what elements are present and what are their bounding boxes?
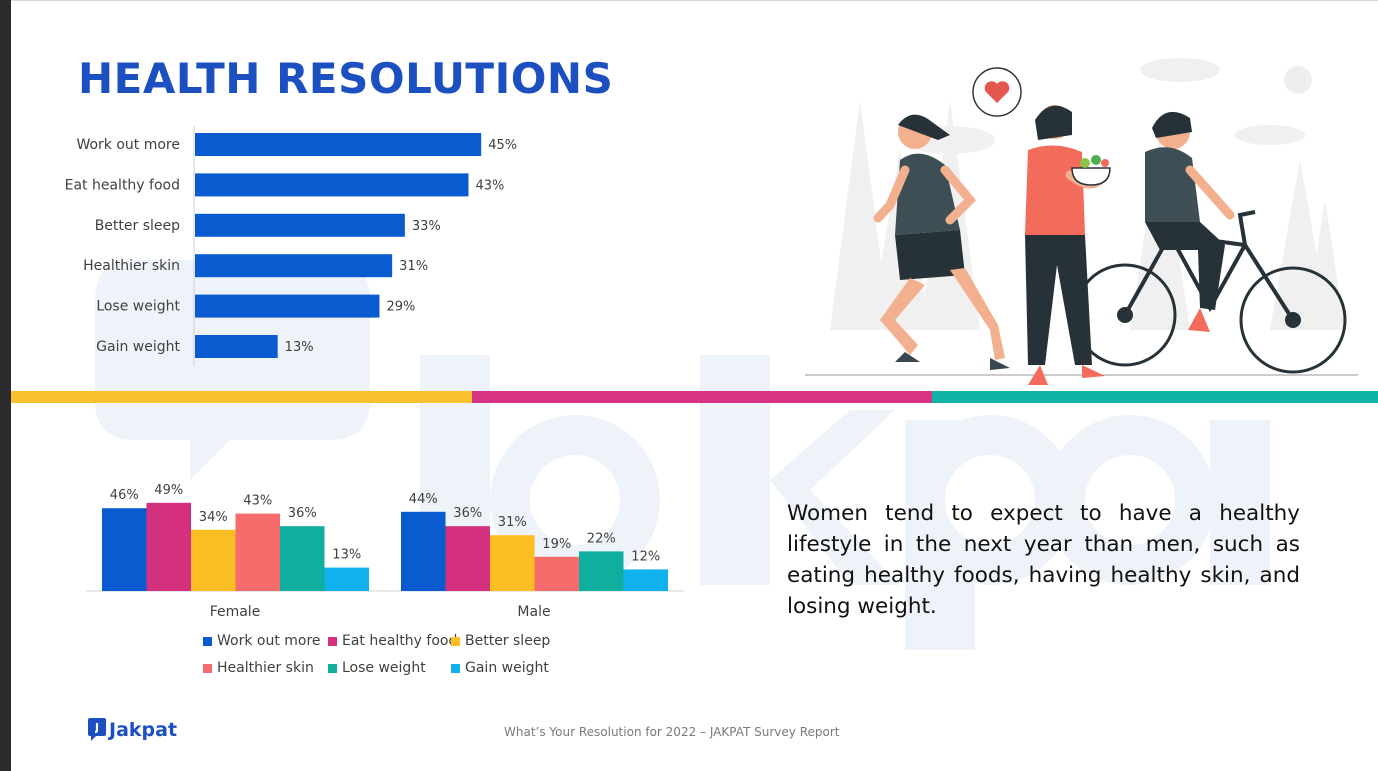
vbar-value-label: 31%: [498, 515, 527, 530]
stripe-yellow: [11, 391, 472, 403]
vbar-value-label: 44%: [409, 492, 438, 507]
vbar-bar-1-5: [623, 569, 668, 591]
heart-icon: [972, 67, 1022, 117]
hbar-category-label: Lose weight: [96, 299, 180, 315]
hbar-value-label: 33%: [412, 219, 441, 234]
cyclist-figure: [1073, 111, 1347, 374]
vbar-bar-0-1: [146, 502, 191, 591]
legend-item: Eat healthy food: [328, 633, 457, 649]
hbar-value-label: 29%: [386, 300, 415, 315]
hbar-bar-4: [195, 294, 380, 318]
hbar-bar-2: [195, 213, 405, 237]
summary-paragraph: Women tend to expect to have a healthy l…: [787, 501, 1300, 619]
hbar-category-label: Better sleep: [95, 218, 180, 234]
vbar-bar-0-0: [102, 508, 147, 591]
vbar-value-label: 36%: [453, 506, 482, 521]
legend-label: Better sleep: [465, 633, 551, 649]
hbar-value-label: 43%: [475, 178, 504, 193]
vbar-bar-1-2: [490, 535, 535, 591]
hbar-bar-0: [195, 133, 482, 156]
logo-text: Jakpat: [109, 719, 178, 741]
legend-label: Lose weight: [342, 660, 426, 676]
hbar-category-label: Work out more: [76, 137, 180, 153]
horizontal-bar-chart: Work out more 45% Eat healthy food 43% Bette…: [65, 126, 517, 366]
hbar-value-label: 13%: [285, 340, 314, 355]
vbar-value-label: 22%: [587, 531, 616, 546]
vbar-value-label: 36%: [288, 506, 317, 521]
hbar-value-label: 45%: [488, 138, 517, 153]
runner-figure: [873, 114, 1010, 370]
vbar-bar-0-4: [280, 526, 325, 591]
vbar-bar-0-3: [235, 513, 280, 591]
hbar-category-label: Gain weight: [96, 339, 180, 355]
hbar-bar-3: [195, 254, 393, 278]
vbar-bar-0-2: [191, 529, 236, 591]
grouped-bar-chart: 46% 49% 34% 43% 36% 13% Female 44% 36% 31% 19% 22% 1…: [86, 483, 684, 620]
vbar-bar-1-1: [445, 526, 490, 591]
jakpat-logo: Jakpat: [88, 718, 177, 742]
vbar-bar-0-5: [324, 567, 369, 591]
vbar-value-label: 13%: [332, 548, 361, 563]
vbar-category-label: Female: [210, 604, 261, 620]
legend-swatch: [328, 663, 337, 673]
sun-icon: [1284, 66, 1312, 94]
jakpat-logo-icon: [88, 718, 106, 741]
woman-with-salad-figure: [1025, 105, 1111, 385]
hbar-category-label: Healthier skin: [83, 258, 180, 274]
vbar-value-label: 46%: [110, 488, 139, 503]
vbar-value-label: 34%: [199, 510, 228, 525]
legend-item: Healthier skin: [203, 660, 314, 676]
window-top-edge: [11, 0, 1378, 1]
legend-item: Gain weight: [451, 660, 549, 676]
stripe-teal: [932, 391, 1378, 403]
legend-swatch: [451, 636, 460, 646]
vbar-category-label: Male: [517, 604, 550, 620]
stripe-magenta: [472, 391, 932, 403]
legend-item: Lose weight: [328, 660, 426, 676]
vbar-bar-1-0: [401, 511, 446, 591]
legend-item: Work out more: [203, 633, 321, 649]
vbar-value-label: 19%: [542, 537, 571, 552]
vbar-value-label: 12%: [631, 549, 660, 564]
legend-swatch: [203, 663, 212, 673]
page-title: HEALTH RESOLUTIONS: [78, 54, 614, 103]
legend-label: Healthier skin: [217, 660, 314, 676]
fitness-illustration: [805, 58, 1358, 385]
vbar-value-label: 49%: [154, 483, 183, 498]
legend-swatch: [203, 636, 212, 646]
legend-swatch: [451, 663, 460, 673]
window-left-edge: [0, 0, 11, 771]
vbar-bar-1-4: [579, 551, 624, 591]
legend-label: Eat healthy food: [342, 633, 458, 649]
hbar-value-label: 31%: [399, 259, 428, 274]
legend-item: Better sleep: [451, 633, 550, 649]
hbar-bar-5: [195, 335, 278, 358]
legend-label: Work out more: [217, 633, 321, 649]
hbar-bar-1: [195, 173, 469, 197]
legend-swatch: [328, 636, 337, 646]
hbar-category-label: Eat healthy food: [65, 177, 180, 193]
legend-label: Gain weight: [465, 660, 549, 676]
vbar-value-label: 43%: [243, 494, 272, 509]
footer-caption: What’s Your Resolution for 2022 – JAKPAT…: [504, 725, 840, 739]
vbar-bar-1-3: [534, 556, 579, 591]
